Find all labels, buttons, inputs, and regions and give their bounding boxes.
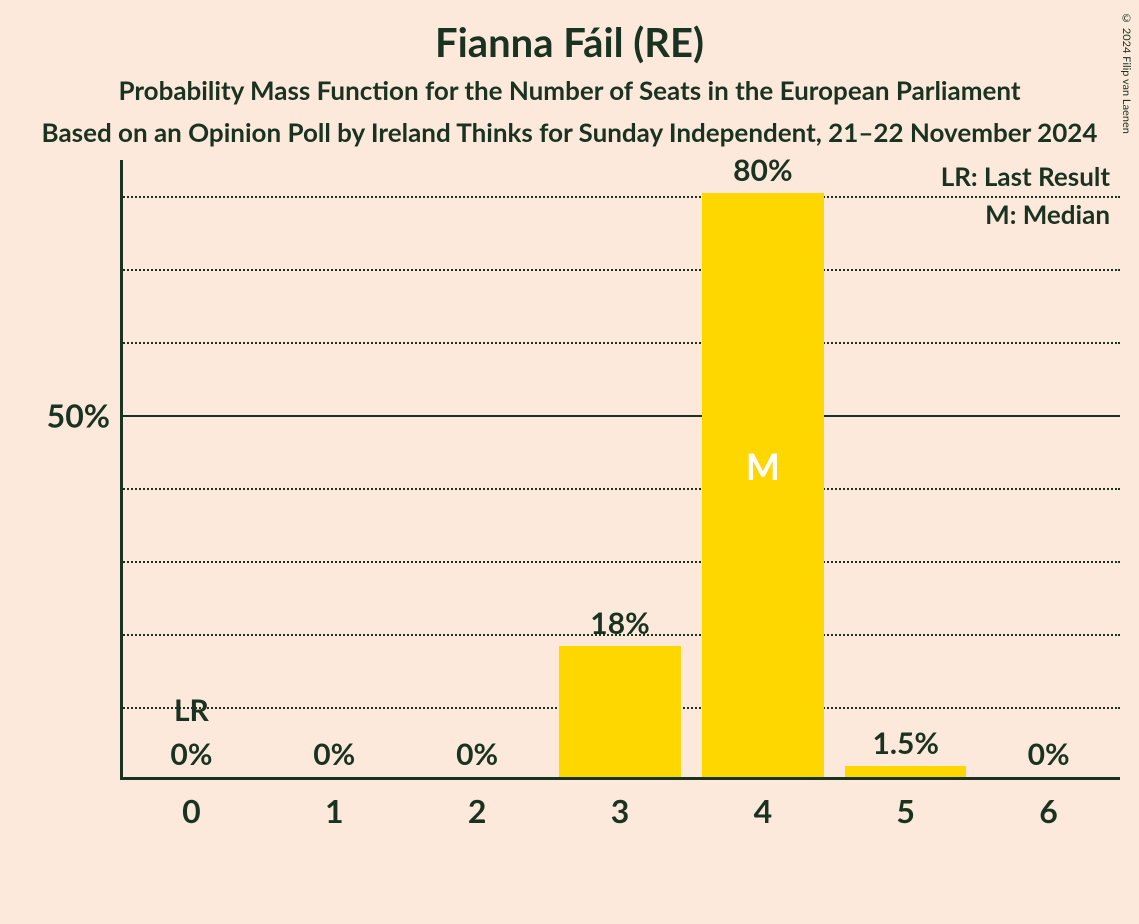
plot-region: LR: Last Result M: Median 50%0%LR00%10%2… xyxy=(120,160,1120,780)
chart-title: Fianna Fáil (RE) xyxy=(0,0,1139,66)
gridline xyxy=(120,269,1120,271)
x-tick-label: 3 xyxy=(611,791,630,830)
bar xyxy=(559,646,680,777)
gridline xyxy=(120,196,1120,198)
bar-value-label: 1.5% xyxy=(872,725,939,761)
x-tick-label: 2 xyxy=(468,791,487,830)
legend-m: M: Median xyxy=(941,198,1110,230)
median-marker: M xyxy=(746,444,780,488)
bar-value-label: 0% xyxy=(456,736,498,772)
bar xyxy=(845,766,966,777)
chart-area: LR: Last Result M: Median 50%0%LR00%10%2… xyxy=(120,160,1120,820)
x-axis xyxy=(120,777,1120,780)
y-axis xyxy=(120,160,123,780)
x-tick-label: 5 xyxy=(896,791,915,830)
copyright-text: © 2024 Filip van Laenen xyxy=(1120,12,1133,134)
chart-subtitle-2: Based on an Opinion Poll by Ireland Thin… xyxy=(0,116,1139,148)
gridline xyxy=(120,488,1120,490)
x-tick-label: 4 xyxy=(754,791,773,830)
bar-value-label: 80% xyxy=(733,152,792,188)
x-tick-label: 6 xyxy=(1039,791,1058,830)
x-tick-label: 1 xyxy=(325,791,344,830)
bar-value-label: 0% xyxy=(1028,736,1070,772)
bar-value-label: 0% xyxy=(170,736,212,772)
y-axis-label: 50% xyxy=(25,396,110,435)
legend-lr: LR: Last Result xyxy=(941,160,1110,192)
gridline xyxy=(120,415,1120,417)
lr-marker: LR xyxy=(174,692,209,728)
chart-subtitle: Probability Mass Function for the Number… xyxy=(0,74,1139,106)
bar-value-label: 0% xyxy=(313,736,355,772)
gridline xyxy=(120,561,1120,563)
gridline xyxy=(120,342,1120,344)
x-tick-label: 0 xyxy=(182,791,201,830)
bar-value-label: 18% xyxy=(590,605,649,641)
